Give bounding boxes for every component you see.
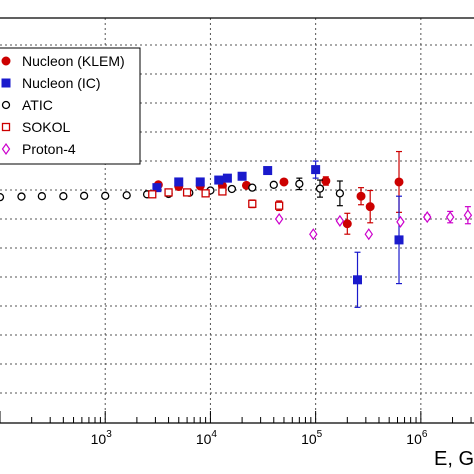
plot-frame	[0, 17, 474, 424]
data-point	[365, 202, 375, 212]
data-point	[248, 199, 257, 208]
data-point	[311, 165, 321, 175]
data-point	[463, 209, 473, 222]
data-point	[321, 176, 331, 186]
series-nucleon-ic	[152, 160, 404, 308]
data-point	[227, 184, 237, 194]
data-point	[353, 275, 363, 285]
legend-label: SOKOL	[22, 119, 70, 135]
data-point	[263, 166, 273, 176]
data-point	[394, 177, 404, 187]
data-point	[174, 177, 184, 187]
x-tick-label: 104	[196, 429, 218, 447]
data-point	[164, 188, 173, 197]
data-point	[356, 191, 366, 201]
data-point	[237, 171, 247, 181]
data-point	[195, 177, 205, 187]
x-tick-label: 105	[301, 429, 323, 447]
data-point	[295, 179, 304, 189]
data-point	[1, 56, 11, 66]
data-point	[1, 100, 11, 110]
data-point	[275, 201, 284, 210]
data-point	[214, 175, 224, 185]
data-point	[396, 215, 405, 228]
legend-label: Nucleon (KLEM)	[22, 53, 125, 69]
data-point	[394, 235, 404, 245]
data-point	[201, 189, 210, 198]
data-point	[222, 173, 232, 183]
data-point	[335, 189, 345, 198]
data-point	[17, 192, 26, 201]
data-point	[309, 228, 318, 241]
x-axis-ticks: 103 104 105 106	[0, 411, 472, 447]
data-point	[218, 187, 227, 196]
data-point	[37, 192, 47, 201]
data-point	[342, 219, 352, 229]
chart-series	[0, 150, 473, 308]
data-point	[59, 192, 68, 201]
data-point	[364, 228, 374, 241]
data-point	[1, 78, 11, 88]
data-point	[423, 211, 432, 224]
data-point	[335, 214, 345, 227]
data-point	[1, 142, 11, 156]
data-point	[274, 212, 284, 226]
data-point	[1, 122, 11, 132]
x-tick-label: 106	[406, 429, 428, 447]
data-point	[315, 184, 325, 193]
data-point	[148, 190, 157, 199]
legend-box	[0, 47, 141, 165]
series-sokol	[148, 187, 284, 212]
x-tick-label: 103	[91, 429, 113, 447]
legend-label: Proton-4	[22, 141, 76, 157]
data-point	[101, 191, 110, 200]
legend-label: Nucleon (IC)	[22, 75, 101, 91]
data-point	[445, 211, 455, 224]
data-point	[269, 180, 278, 189]
data-point	[248, 183, 257, 192]
legend: Nucleon (KLEM) Nucleon (IC) ATIC SOKOL Proto…	[0, 47, 141, 165]
data-point	[279, 177, 289, 187]
legend-label: ATIC	[22, 97, 53, 113]
data-point	[182, 188, 192, 197]
chart-grid	[0, 18, 474, 423]
data-point	[0, 193, 5, 202]
series-proton-4	[274, 206, 473, 241]
data-point	[152, 183, 162, 193]
x-axis-label: E, G	[434, 448, 474, 470]
data-point	[79, 191, 89, 200]
data-point	[122, 191, 131, 200]
